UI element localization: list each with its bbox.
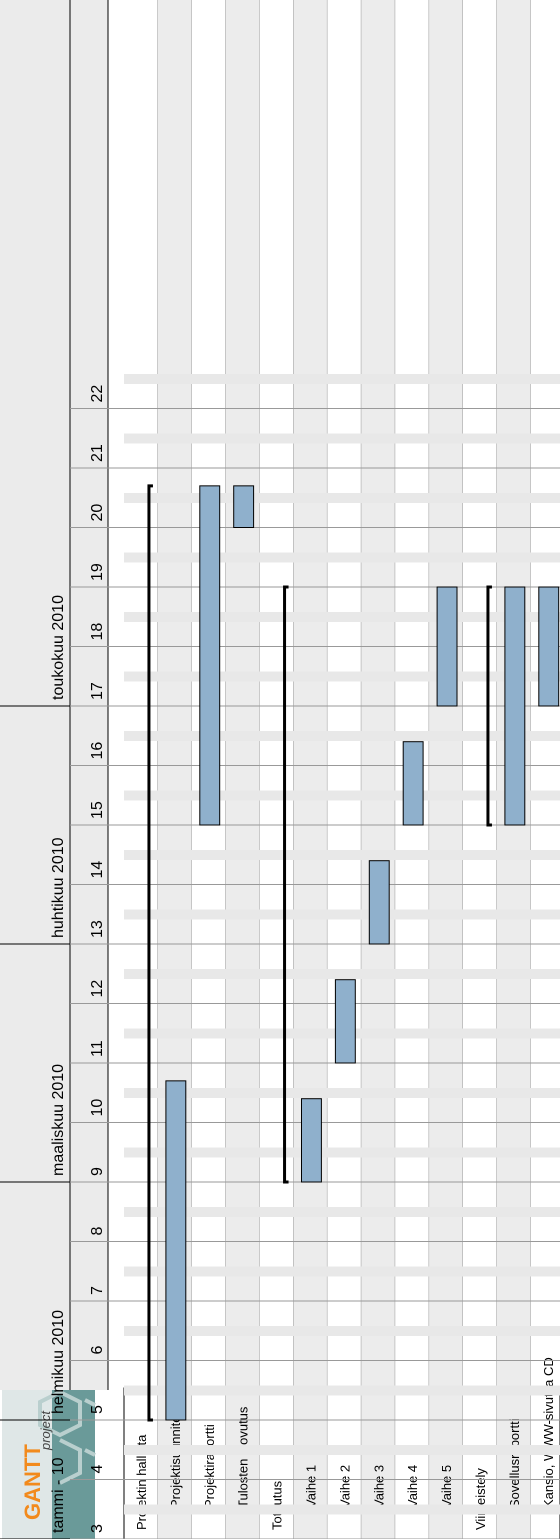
task-name: Vaihe 1	[304, 1465, 319, 1508]
summary-bar	[486, 585, 492, 827]
week-stripe	[124, 1266, 560, 1277]
timeline-grid	[124, 374, 560, 1515]
week-stripe	[124, 1385, 560, 1396]
task-bar	[233, 485, 255, 529]
week-label: 13	[89, 920, 106, 938]
week-label: 9	[89, 1167, 106, 1176]
week-label: 22	[89, 385, 106, 403]
week-stripe	[124, 552, 560, 563]
month-label: toukokuu 2010	[50, 595, 67, 700]
task-row	[327, 0, 362, 1539]
week-stripe	[124, 671, 560, 682]
week-stripe	[124, 1147, 560, 1158]
summary-bar	[283, 585, 289, 1184]
week-stripe	[124, 612, 560, 622]
week-label: 3	[89, 1524, 106, 1533]
header-background	[0, 0, 108, 1390]
task-name: Vaihe 5	[439, 1465, 454, 1508]
week-label: 11	[89, 1040, 106, 1057]
week-label: 12	[89, 980, 106, 998]
week-stripe	[124, 433, 560, 444]
week-label: 10	[89, 1099, 106, 1117]
week-label: 5	[89, 1405, 106, 1414]
week-label: 14	[89, 861, 106, 879]
task-bar	[301, 1098, 322, 1183]
task-name: Kansio, WWW-sivut ja CD	[541, 1357, 556, 1508]
week-label: 16	[89, 742, 106, 760]
logo-subtext: project	[38, 1410, 53, 1451]
month-label: tammi - 10	[50, 1457, 67, 1533]
task-name: Sovellusraportti	[507, 1418, 522, 1508]
task-name: Vaihe 3	[371, 1465, 386, 1508]
week-stripe	[124, 850, 560, 860]
logo-hex-pattern	[38, 1389, 96, 1485]
task-row	[429, 0, 463, 1539]
task-name: Vaihe 4	[405, 1465, 420, 1508]
week-label: 8	[89, 1227, 106, 1236]
week-label: 4	[89, 1465, 106, 1474]
task-row	[361, 0, 396, 1539]
logo: GANTT project	[2, 1389, 96, 1539]
task-row	[293, 0, 328, 1539]
summary-bar	[147, 484, 153, 1422]
week-label: 6	[89, 1346, 106, 1355]
week-stripe	[124, 374, 560, 384]
week-stripe	[124, 1088, 560, 1098]
month-label: maaliskuu 2010	[50, 1064, 67, 1176]
week-stripe	[124, 790, 560, 801]
task-bar	[402, 741, 424, 826]
task-bars	[147, 484, 560, 1422]
week-stripe	[124, 1504, 560, 1515]
week-stripe	[124, 493, 560, 503]
task-bar	[199, 485, 221, 826]
week-label: 17	[89, 682, 106, 700]
task-bar	[334, 979, 356, 1064]
week-label: 20	[89, 504, 106, 522]
task-row	[225, 0, 260, 1539]
month-label: huhtikuu 2010	[50, 837, 67, 938]
logo-text: GANTT	[20, 1444, 45, 1520]
week-stripe	[124, 731, 560, 741]
task-table: Projektin hallintaProjektisuunnitelmaPro…	[123, 0, 560, 1539]
week-stripe	[124, 1326, 560, 1336]
week-label: 7	[89, 1286, 106, 1295]
task-row	[530, 0, 560, 1539]
task-name: Viimeistely	[473, 1468, 488, 1530]
task-name: Tulosten luovutus	[236, 1406, 251, 1508]
week-stripe	[124, 909, 560, 920]
task-name: Vaihe 2	[337, 1465, 352, 1508]
week-stripe	[124, 969, 560, 979]
task-row	[463, 0, 497, 1539]
task-row	[259, 0, 294, 1539]
week-label: 21	[89, 444, 106, 462]
week-label: 19	[89, 563, 106, 581]
task-bar	[165, 1080, 187, 1421]
week-label: 18	[89, 623, 106, 641]
week-stripe	[124, 1207, 560, 1217]
task-bar	[538, 586, 560, 707]
task-bar	[436, 586, 458, 707]
month-label: helmikuu 2010	[50, 1310, 67, 1414]
week-stripe	[124, 1445, 560, 1455]
logo-light-panel	[2, 1390, 52, 1539]
task-row	[124, 0, 158, 1539]
week-label: 15	[89, 801, 106, 819]
task-name: Projektiraportti	[202, 1424, 217, 1508]
task-bar	[368, 860, 390, 945]
task-bar	[504, 586, 526, 826]
